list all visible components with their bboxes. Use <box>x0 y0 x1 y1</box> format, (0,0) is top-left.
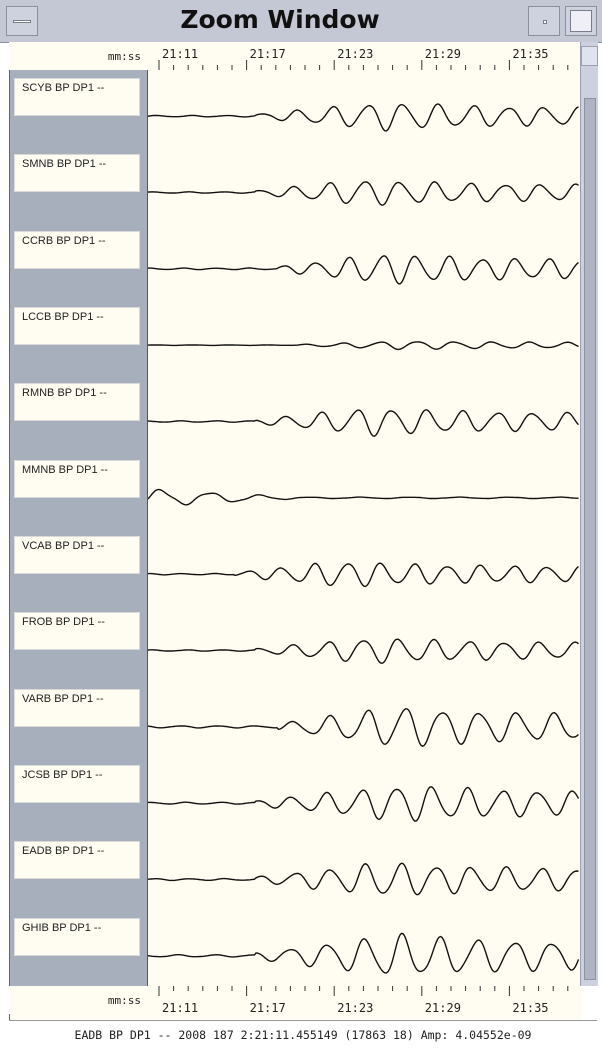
minimize-button[interactable] <box>528 6 560 36</box>
seismogram-trace[interactable] <box>147 488 579 506</box>
maximize-icon <box>570 10 592 32</box>
seismogram-trace[interactable] <box>147 181 579 206</box>
trace-label[interactable]: RMNB BP DP1 -- <box>14 383 140 422</box>
scroll-thumb[interactable] <box>584 98 596 980</box>
seismogram-trace[interactable] <box>147 638 579 665</box>
seismogram-trace[interactable] <box>147 862 579 896</box>
top-time-axis: mm:ss 21:11 21:17 21:23 21:29 21:35 <box>9 42 583 70</box>
maximize-button[interactable] <box>565 6 597 36</box>
trace-label[interactable]: LCCB BP DP1 -- <box>14 307 140 345</box>
trace-label[interactable]: MMNB BP DP1 -- <box>14 459 140 498</box>
trace-label[interactable]: SMNB BP DP1 -- <box>14 154 140 193</box>
time-tick-label: 21:29 <box>425 1001 461 1014</box>
trace-area[interactable] <box>147 70 580 986</box>
seismogram-trace[interactable] <box>147 103 579 132</box>
time-tick-label: 21:23 <box>337 1001 373 1014</box>
seismogram-trace[interactable] <box>147 786 580 822</box>
time-tick-label: 21:35 <box>512 1001 548 1014</box>
trace-label[interactable]: EADB BP DP1 -- <box>14 841 140 880</box>
time-tick-label: 21:11 <box>162 47 198 61</box>
vertical-scrollbar[interactable] <box>580 42 598 986</box>
title-bar[interactable]: Zoom Window <box>0 0 602 43</box>
trace-label[interactable]: VCAB BP DP1 -- <box>14 536 140 574</box>
minimize-icon <box>543 20 547 24</box>
seismogram-trace[interactable] <box>147 932 580 974</box>
seismogram-trace[interactable] <box>147 707 579 747</box>
seismogram-trace[interactable] <box>147 409 580 437</box>
trace-label[interactable]: SCYB BP DP1 -- <box>14 78 140 116</box>
time-tick-label: 21:11 <box>162 1001 198 1014</box>
trace-label[interactable]: VARB BP DP1 -- <box>14 688 140 727</box>
seismogram-trace[interactable] <box>148 562 579 588</box>
seismogram-trace[interactable] <box>148 255 579 285</box>
window-menu-button[interactable] <box>6 6 38 36</box>
trace-label[interactable]: GHIB BP DP1 -- <box>14 917 140 956</box>
window-title: Zoom Window <box>180 5 380 34</box>
scroll-up-button[interactable] <box>581 46 598 66</box>
time-axis-unit-label: mm:ss <box>107 50 141 63</box>
trace-label[interactable]: FROB BP DP1 -- <box>14 612 140 651</box>
bottom-axis-ticks: 21:11 21:17 21:23 21:29 21:35 <box>158 986 569 1014</box>
bottom-time-axis: mm:ss 21:11 21:17 21:23 21:29 21:35 <box>9 986 583 1014</box>
trace-label[interactable]: CCRB BP DP1 -- <box>14 230 140 269</box>
seismogram-trace[interactable] <box>148 341 579 351</box>
trace-label[interactable]: JCSB BP DP1 -- <box>14 765 140 803</box>
trace-label-column: SCYB BP DP1 -- SMNB BP DP1 -- CCRB BP DP1 … <box>10 70 148 986</box>
top-axis-ticks: 21:11 21:17 21:23 21:29 21:35 <box>158 47 569 70</box>
menu-bar-icon <box>13 20 31 23</box>
time-tick-label: 21:17 <box>250 47 286 61</box>
time-tick-label: 21:23 <box>337 47 373 61</box>
time-tick-label: 21:29 <box>425 47 461 61</box>
time-tick-label: 21:35 <box>512 47 548 61</box>
status-bar: EADB BP DP1 -- 2008 187 2:21:11.455149 (… <box>9 1020 597 1051</box>
seismogram-traces[interactable] <box>147 70 580 986</box>
time-tick-label: 21:17 <box>250 1001 286 1014</box>
time-axis-unit-label-bottom: mm:ss <box>107 994 141 1007</box>
